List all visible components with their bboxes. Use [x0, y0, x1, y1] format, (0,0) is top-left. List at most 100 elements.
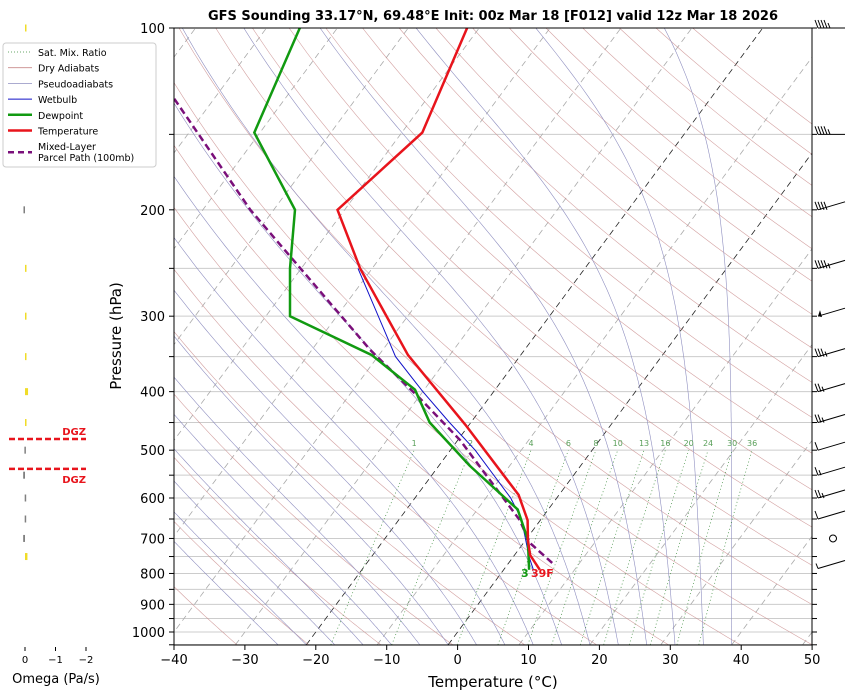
wind-barb — [814, 201, 846, 211]
x-tick-label: 20 — [591, 653, 608, 668]
legend-label: Parcel Path (100mb) — [38, 153, 134, 164]
dry-adiabat — [545, 28, 812, 250]
mixing-ratio-line — [580, 450, 645, 645]
isotherm-line — [731, 535, 812, 645]
dry-adiabat — [178, 28, 812, 605]
isotherm-line — [235, 28, 693, 645]
barb-shaft — [817, 259, 846, 269]
isotherm-line — [376, 56, 812, 645]
mixing-ratio-line — [456, 450, 532, 645]
mixing-ratio-line — [650, 450, 709, 645]
wind-barb — [814, 510, 846, 520]
pseudoadiabat — [174, 511, 307, 645]
barb-half — [824, 351, 828, 357]
mixing-ratio-label: 4 — [528, 439, 533, 448]
pseudoadiabat — [174, 289, 477, 645]
barb-shaft — [817, 441, 846, 451]
dry-adiabat — [174, 144, 741, 645]
mixing-ratio-line — [628, 450, 690, 645]
pseudoadiabat — [174, 237, 506, 645]
barb-shaft — [817, 466, 846, 476]
barb-half — [821, 492, 825, 499]
pseudoadiabat — [174, 480, 335, 645]
barb-half — [827, 22, 831, 29]
legend-label: Dewpoint — [38, 111, 83, 122]
dry-adiabat — [174, 586, 238, 645]
omega-bar — [25, 388, 29, 396]
pseudoadiabat — [535, 28, 704, 645]
barb-full — [817, 126, 822, 135]
pseudoadiabat — [243, 28, 619, 645]
wind-barb — [814, 383, 846, 393]
chart-title: GFS Sounding 33.17°N, 69.48°E Init: 00z … — [208, 9, 778, 24]
isotherm-line — [306, 28, 764, 645]
dry-adiabat — [174, 206, 669, 645]
omega-axis-label: Omega (Pa/s) — [12, 672, 100, 687]
y-tick-label: 300 — [140, 310, 165, 325]
barb-half — [821, 386, 825, 392]
x-tick-label: 0 — [453, 653, 461, 668]
dry-adiabat — [174, 521, 310, 645]
y-tick-label: 600 — [140, 492, 165, 507]
axes: −40 −30 −20 −10 0 10 20 30 40 50 100 200 300 400 500 60… — [132, 22, 820, 668]
omega-panel: 0 −1 −2 DGZ DGZ — [9, 24, 94, 666]
mixed-layer-parcel-path-mb--line — [174, 98, 556, 567]
barb-full — [820, 348, 825, 357]
omega-bar — [25, 419, 27, 427]
dry-adiabat — [472, 28, 812, 315]
omega-tick-label: −2 — [79, 655, 94, 666]
legend-label: Pseudoadiabats — [38, 79, 113, 90]
legend-label: Sat. Mix. Ratio — [38, 48, 107, 59]
mixing-ratio-label: 30 — [727, 439, 737, 448]
barb-full — [814, 510, 819, 520]
barb-shaft — [817, 489, 846, 499]
isotherm-line — [174, 28, 622, 633]
legend-label: Dry Adiabats — [38, 64, 99, 75]
wind-barb — [814, 348, 846, 358]
dry-adiabat — [288, 28, 812, 491]
x-tick-label: −40 — [160, 653, 187, 668]
omega-bar — [23, 534, 25, 542]
pseudoadiabat — [319, 28, 647, 645]
dry-adiabat — [174, 393, 453, 645]
barb-full — [823, 126, 828, 135]
barb-full — [814, 467, 819, 476]
barb-shaft — [817, 348, 846, 358]
dry-adiabat — [692, 28, 812, 125]
omega-tick-label: 0 — [22, 655, 28, 666]
temperature-line — [336, 28, 541, 571]
x-tick-label: 30 — [662, 653, 679, 668]
omega-bar — [25, 353, 27, 361]
barb-full — [820, 126, 825, 135]
mixing-ratio-label: 8 — [593, 439, 598, 448]
omega-bar — [24, 515, 27, 523]
barb-shaft — [817, 510, 846, 520]
barb-full — [814, 126, 819, 135]
dry-adiabat — [435, 28, 812, 349]
mixing-ratio-label: 1 — [412, 439, 417, 448]
barb-full — [817, 201, 822, 210]
barb-full — [814, 260, 819, 269]
dry-adiabat — [174, 82, 812, 645]
barb-shaft — [817, 560, 846, 569]
dry-adiabat — [619, 28, 812, 186]
wind-barb — [814, 466, 846, 476]
wind-barb — [815, 560, 846, 569]
isotherm-line — [660, 439, 812, 645]
x-tick-label: 40 — [733, 653, 750, 668]
barb-full — [820, 19, 825, 29]
barb-full — [823, 19, 828, 29]
barb-full — [817, 348, 822, 357]
barb-full — [823, 201, 828, 210]
wind-barb — [814, 489, 846, 499]
mixing-ratio-line — [330, 450, 415, 645]
pseudoadiabat — [174, 448, 364, 645]
x-tick-label: 10 — [520, 653, 537, 668]
barb-shaft — [817, 201, 846, 211]
isotherm-line — [518, 248, 812, 645]
mixing-ratio-line — [676, 450, 733, 645]
mixing-ratio-label: 24 — [703, 439, 713, 448]
pseudoadiabat — [174, 102, 562, 645]
dry-adiabat — [174, 268, 597, 645]
pseudoadiabat — [174, 540, 279, 645]
